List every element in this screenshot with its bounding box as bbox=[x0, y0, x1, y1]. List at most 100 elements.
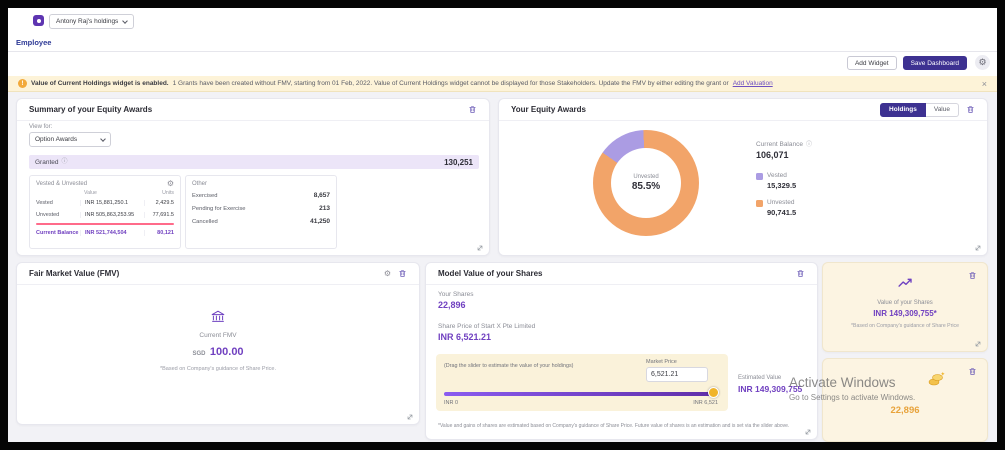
resize-handle-icon[interactable] bbox=[476, 244, 484, 252]
donut-center: Unvested 85.5% bbox=[611, 148, 681, 218]
add-widget-button[interactable]: Add Widget bbox=[846, 56, 897, 70]
model-footnote: *Value and gains of shares are estimated… bbox=[438, 423, 790, 429]
row-value: INR 505,863,253.95 bbox=[80, 212, 144, 218]
panel-title: Vested & Unvested bbox=[36, 181, 88, 187]
chevron-down-icon bbox=[100, 135, 106, 142]
holdings-dropdown[interactable]: Antony Raj's holdings bbox=[49, 14, 135, 29]
dashboard-actions: Add Widget Save Dashboard bbox=[846, 56, 967, 70]
price-slider-handle[interactable] bbox=[708, 387, 719, 398]
price-slider-track[interactable] bbox=[444, 392, 716, 396]
legend-label: Vested bbox=[767, 172, 787, 179]
estimated-value: INR 149,309,755 bbox=[738, 384, 803, 394]
legend-swatch-vested bbox=[756, 173, 763, 180]
chevron-down-icon bbox=[122, 17, 129, 24]
market-price-input[interactable] bbox=[646, 367, 708, 382]
current-balance-row: Current Balance INR 521,744,504 80,121 bbox=[36, 227, 174, 239]
panel-settings-icon[interactable]: ⚙ bbox=[166, 179, 174, 188]
market-price-label: Market Price bbox=[646, 359, 677, 365]
workspace-icon bbox=[33, 15, 44, 26]
summary-panels: Vested & Unvested ⚙ Value Units Vested I… bbox=[29, 175, 337, 249]
donut-center-label: Unvested bbox=[633, 174, 659, 180]
card-title: Model Value of your Shares bbox=[438, 269, 543, 278]
holdings-value-toggle: Holdings Value bbox=[880, 102, 959, 117]
toggle-holdings[interactable]: Holdings bbox=[880, 102, 926, 117]
other-panel: Other Exercised 8,657 Pending for Exerci… bbox=[185, 175, 337, 249]
info-icon[interactable]: ⓘ bbox=[61, 159, 68, 165]
view-for-select[interactable]: Option Awards bbox=[29, 132, 111, 147]
your-equity-awards-card: Your Equity Awards Holdings Value Unvest… bbox=[498, 98, 988, 256]
delete-widget-button[interactable] bbox=[968, 367, 977, 376]
dashboard-settings-button[interactable]: ⚙ bbox=[975, 55, 990, 70]
estimated-value-label: Estimated Value bbox=[738, 375, 782, 381]
column-value: Value bbox=[84, 190, 97, 196]
delete-widget-button[interactable] bbox=[966, 105, 975, 114]
card-header: Model Value of your Shares bbox=[426, 263, 817, 285]
banner-close-icon[interactable]: × bbox=[981, 78, 987, 89]
legend-item: Vested 15,329.5 bbox=[756, 172, 812, 190]
view-for-label: View for: bbox=[29, 124, 53, 130]
row-value: INR 15,881,250.1 bbox=[80, 200, 144, 206]
model-value-card: Model Value of your Shares Your Shares 2… bbox=[425, 262, 818, 440]
widget-settings-icon[interactable]: ⚙ bbox=[383, 268, 391, 278]
section-label-employee: Employee bbox=[16, 38, 52, 47]
card-header: Summary of your Equity Awards bbox=[17, 99, 489, 121]
info-icon[interactable]: ⓘ bbox=[805, 141, 812, 148]
granted-value: 130,251 bbox=[444, 157, 473, 167]
delete-widget-button[interactable] bbox=[796, 269, 805, 278]
gear-icon: ⚙ bbox=[978, 57, 987, 67]
table-row: Vested INR 15,881,250.1 2,429.5 bbox=[36, 197, 174, 209]
legend-value: 90,741.5 bbox=[767, 208, 797, 217]
delete-widget-button[interactable] bbox=[468, 105, 477, 114]
row-units: 2,429.5 bbox=[144, 200, 174, 206]
share-price-value: INR 6,521.21 bbox=[438, 332, 492, 342]
resize-handle-icon[interactable] bbox=[974, 340, 982, 348]
summary-equity-awards-card: Summary of your Equity Awards View for: … bbox=[16, 98, 490, 256]
equity-donut-chart: Unvested 85.5% bbox=[593, 130, 699, 236]
list-item: Pending for Exercise 213 bbox=[192, 202, 330, 215]
value-of-shares-label: Value of your Shares bbox=[877, 300, 933, 306]
legend-label: Unvested bbox=[767, 199, 795, 206]
table-row: Unvested INR 505,863,253.95 77,691.5 bbox=[36, 209, 174, 221]
current-balance-value: 106,071 bbox=[756, 150, 789, 160]
widgets-board: Summary of your Equity Awards View for: … bbox=[8, 92, 997, 442]
value-of-shares-value: INR 149,309,755* bbox=[873, 309, 937, 318]
current-fmv-value: SGD 100.00 bbox=[192, 342, 243, 360]
resize-handle-icon[interactable] bbox=[974, 244, 982, 252]
add-valuation-link[interactable]: Add Valuation bbox=[732, 80, 773, 87]
value-of-shares-card: Value of your Shares INR 149,309,755* *B… bbox=[822, 262, 988, 352]
value-card-footnote: *Based on Company's guidance of Share Pr… bbox=[851, 323, 959, 329]
fair-market-value-card: Fair Market Value (FMV) ⚙ Current FMV SG… bbox=[16, 262, 420, 425]
resize-handle-icon[interactable] bbox=[804, 428, 812, 436]
delete-widget-button[interactable] bbox=[968, 271, 977, 280]
holdings-dropdown-label: Antony Raj's holdings bbox=[56, 18, 119, 25]
row-value: 213 bbox=[319, 205, 330, 212]
granted-row: Granted ⓘ 130,251 bbox=[29, 155, 479, 169]
donut-center-value: 85.5% bbox=[631, 181, 661, 192]
fmv-footnote: *Based on Company's guidance of Share Pr… bbox=[159, 366, 276, 372]
row-label: Vested bbox=[36, 200, 53, 206]
your-shares-value: 22,896 bbox=[438, 300, 466, 310]
slider-hint: (Drag the slider to estimate the value o… bbox=[444, 363, 574, 369]
coins-icon bbox=[928, 372, 945, 386]
save-dashboard-button[interactable]: Save Dashboard bbox=[902, 56, 967, 70]
granted-label: Granted bbox=[35, 158, 59, 166]
row-label: Exercised bbox=[192, 192, 218, 199]
card-header: Your Equity Awards Holdings Value bbox=[499, 99, 987, 121]
bank-icon bbox=[211, 310, 225, 322]
slider-panel: (Drag the slider to estimate the value o… bbox=[436, 354, 728, 411]
delete-widget-button[interactable] bbox=[398, 269, 407, 278]
card-header: Fair Market Value (FMV) ⚙ bbox=[17, 263, 419, 285]
balance-divider bbox=[36, 223, 174, 225]
row-value: 8,657 bbox=[313, 192, 330, 199]
row-label: Unvested bbox=[36, 212, 60, 218]
list-item: Exercised 8,657 bbox=[192, 189, 330, 202]
panel-title: Other bbox=[192, 181, 208, 187]
toggle-value[interactable]: Value bbox=[925, 102, 959, 117]
vested-unvested-panel: Vested & Unvested ⚙ Value Units Vested I… bbox=[29, 175, 181, 249]
row-label: Pending for Exercise bbox=[192, 205, 246, 212]
gain-value: 22,896 bbox=[890, 405, 920, 416]
share-price-label: Share Price of Start X Pte Limited bbox=[438, 323, 536, 330]
current-fmv-label: Current FMV bbox=[199, 332, 237, 339]
resize-handle-icon[interactable] bbox=[406, 413, 414, 421]
warning-icon: ! bbox=[18, 79, 27, 88]
